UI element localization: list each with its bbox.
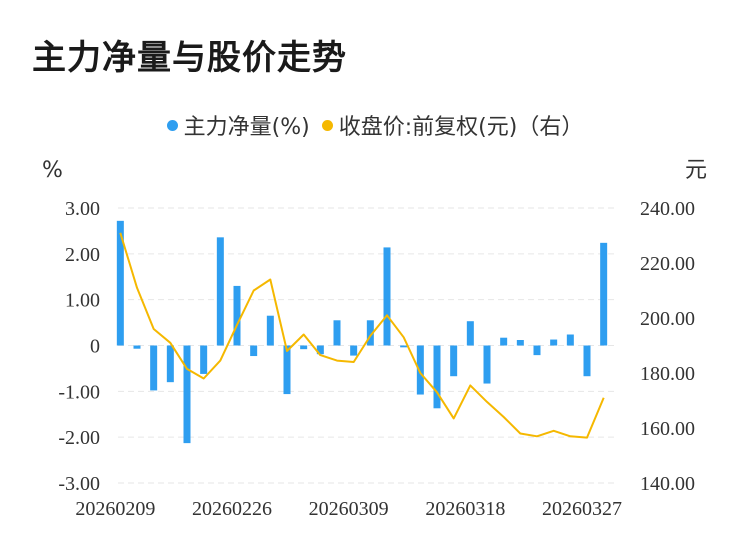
right-tick-label: 160.00 [640,418,695,440]
left-tick-label: 0 [90,336,100,358]
left-tick-label: 1.00 [65,290,100,312]
bar [166,345,174,383]
bar [316,345,324,355]
bar [233,285,241,346]
price-line [119,232,605,439]
x-tick-label: 20260327 [542,498,622,520]
bar [150,345,158,391]
bar [450,345,458,377]
bar [283,345,291,395]
right-tick-label: 200.00 [640,308,695,330]
bar [483,345,491,384]
left-tick-label: -3.00 [58,473,100,495]
right-tick-label: 140.00 [640,473,695,495]
right-tick-label: 220.00 [640,253,695,275]
bar [566,334,574,346]
bar [266,315,274,346]
legend-item-close-price[interactable]: 收盘价:前复权(元)（右） [321,109,584,141]
legend-label-net-volume: 主力净量(%) [183,115,310,140]
bar [400,345,408,348]
line-series [119,232,605,439]
x-tick-label: 20260209 [75,498,155,520]
left-tick-label: 3.00 [65,198,100,220]
bar [583,345,591,377]
legend-label-close-price: 收盘价:前复权(元)（右） [338,115,584,140]
bar [516,340,524,346]
right-tick-label: 240.00 [640,198,695,220]
axis-ticks: 3.00 2.00 1.00 0 -1.00 -2.00 -3.00 240.00 220.00… [58,198,695,520]
bar [416,345,424,395]
bar [300,345,308,350]
bar [466,321,474,346]
bar [550,339,558,346]
right-tick-label: 180.00 [640,363,695,385]
bar [433,345,441,409]
bar [116,220,124,346]
left-tick-label: -1.00 [58,381,100,403]
legend-dot-bar [166,119,178,131]
legend: 主力净量(%) 收盘价:前复权(元)（右） [0,110,750,140]
bar [333,320,341,346]
bar [383,247,391,346]
bar [183,345,191,444]
bar [600,242,608,346]
bar [500,337,508,346]
left-tick-label: 2.00 [65,244,100,266]
bar [216,237,224,346]
left-axis-unit: % [42,158,63,183]
x-tick-label: 20260309 [309,498,389,520]
chart-title: 主力净量与股价走势 [32,38,347,78]
bar [350,345,358,356]
bar [200,345,208,374]
bar-series [116,220,608,444]
right-axis-unit: 元 [685,158,707,183]
bar [366,320,374,346]
left-tick-label: -2.00 [58,427,100,449]
x-tick-label: 20260226 [192,498,272,520]
bar [250,345,258,357]
x-tick-label: 20260318 [425,498,505,520]
bar [533,345,541,356]
bar [133,345,141,349]
legend-dot-line [321,119,333,131]
legend-item-net-volume[interactable]: 主力净量(%) [166,109,310,141]
